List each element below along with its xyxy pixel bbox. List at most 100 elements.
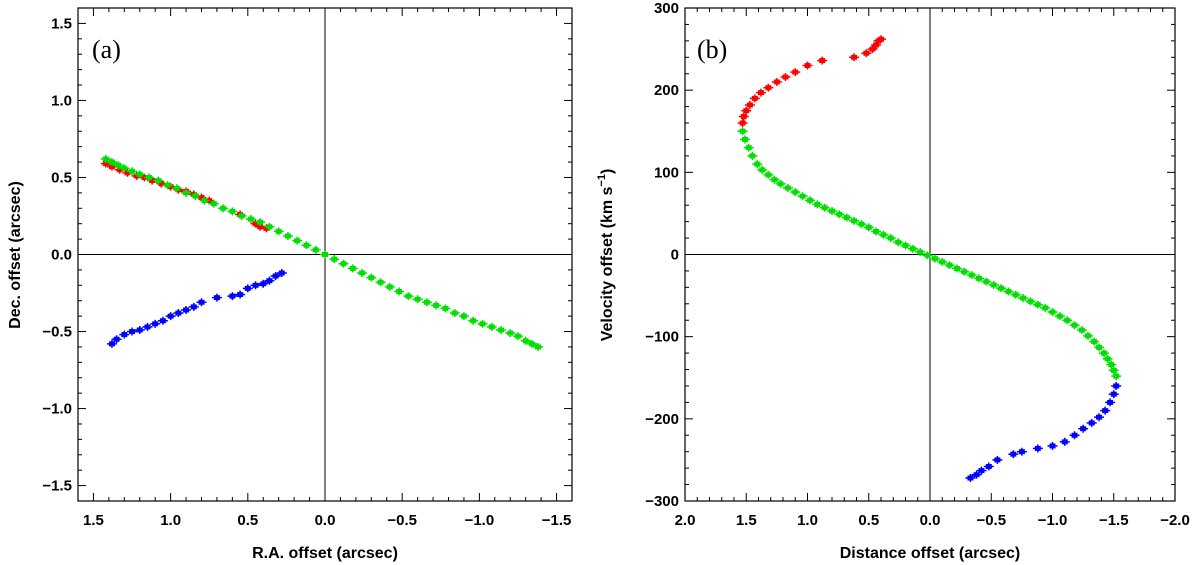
data-point-systemic [763, 170, 774, 179]
x-tick-label: 0.0 [315, 512, 336, 529]
data-point-blueshifted [971, 470, 982, 479]
data-point-blueshifted [270, 272, 281, 281]
data-point-systemic [966, 271, 977, 280]
data-point-redshifted [771, 77, 782, 86]
data-point-blueshifted [157, 316, 168, 325]
y-tick-label: −1.0 [42, 401, 72, 418]
data-point-systemic [1054, 312, 1065, 321]
data-point-systemic [421, 298, 432, 307]
data-point-blueshifted [1059, 437, 1070, 446]
x-tick-label: 1.5 [83, 512, 104, 529]
data-point-systemic [486, 322, 497, 331]
data-point-blueshifted [1108, 390, 1119, 399]
data-point-blueshifted [134, 325, 145, 334]
y-tick-label: −100 [645, 329, 679, 346]
x-tick-label: −1.5 [1099, 512, 1129, 529]
data-point-systemic [171, 184, 182, 193]
data-point-systemic [113, 161, 124, 170]
y-tick-label: 100 [654, 164, 679, 181]
y-tick-label: 0 [671, 247, 679, 264]
data-point-blueshifted [1105, 398, 1116, 407]
data-point-blueshifted [119, 330, 130, 339]
data-point-systemic [292, 236, 303, 245]
y-tick-label: −300 [645, 493, 679, 510]
data-point-systemic [273, 227, 284, 236]
panel-a-ylabel: Dec. offset (arcsec) [7, 181, 24, 329]
data-point-systemic [1102, 354, 1113, 363]
y-tick-label: −200 [645, 411, 679, 428]
data-point-blueshifted [992, 455, 1003, 464]
x-tick-label: −2.0 [1160, 512, 1190, 529]
data-point-systemic [804, 196, 815, 205]
data-point-systemic [245, 215, 256, 224]
data-point-systemic [1089, 337, 1100, 346]
data-point-blueshifted [173, 309, 184, 318]
data-point-systemic [403, 292, 414, 301]
data-point-systemic [996, 284, 1007, 293]
data-point-systemic [181, 188, 192, 197]
data-point-redshifted [861, 49, 872, 58]
data-point-systemic [863, 223, 874, 232]
data-point-blueshifted [106, 339, 117, 348]
data-point-blueshifted [1047, 441, 1058, 450]
x-tick-label: −1.0 [465, 512, 495, 529]
data-point-systemic [769, 175, 780, 184]
data-point-systemic [144, 173, 155, 182]
x-tick-label: −1.0 [1038, 512, 1068, 529]
data-point-systemic [357, 268, 368, 277]
data-point-systemic [959, 267, 970, 276]
data-point-blueshifted [188, 302, 199, 311]
x-tick-label: 2.0 [675, 512, 696, 529]
y-tick-label: 0.0 [51, 247, 72, 264]
data-point-blueshifted [983, 462, 994, 471]
data-point-blueshifted [1069, 431, 1080, 440]
data-point-systemic [236, 211, 247, 220]
data-point-systemic [1106, 360, 1117, 369]
data-point-blueshifted [276, 268, 287, 277]
data-point-systemic [412, 295, 423, 304]
data-point-systemic [320, 250, 330, 259]
data-point-systemic [264, 222, 275, 231]
data-point-systemic [740, 135, 751, 144]
panel-b-xlabel: Distance offset (arcsec) [840, 545, 1021, 562]
data-point-systemic [944, 261, 955, 270]
data-point-systemic [1111, 372, 1122, 381]
data-point-systemic [1083, 331, 1094, 340]
data-point-systemic [797, 192, 808, 201]
data-point-blueshifted [1100, 406, 1111, 415]
data-point-redshifted [738, 112, 749, 121]
data-point-systemic [440, 304, 451, 313]
data-point-systemic [505, 329, 516, 338]
data-point-systemic [929, 254, 940, 263]
data-point-blueshifted [1111, 381, 1122, 390]
data-point-systemic [134, 170, 145, 179]
data-point-blueshifted [976, 466, 987, 475]
data-point-systemic [827, 206, 837, 215]
data-point-redshifted [780, 73, 791, 82]
data-point-blueshifted [1094, 413, 1105, 422]
data-point-blueshifted [227, 292, 238, 301]
data-point-redshifted [849, 53, 860, 62]
data-point-systemic [338, 259, 349, 268]
data-point-systemic [856, 220, 867, 229]
y-tick-label: 200 [654, 82, 679, 99]
data-point-systemic [915, 248, 926, 257]
y-tick-label: −1.5 [42, 478, 72, 495]
data-point-systemic [127, 167, 138, 176]
data-point-systemic [366, 273, 377, 282]
data-point-systemic [431, 301, 442, 310]
data-point-blueshifted [181, 305, 192, 314]
data-point-systemic [907, 244, 918, 253]
panel-a-xlabel: R.A. offset (arcsec) [252, 545, 398, 562]
data-point-systemic [384, 282, 395, 291]
panel-b-ylabel-main: Velocity offset (km s [599, 186, 616, 341]
data-point-redshifted [744, 100, 755, 109]
data-point-systemic [1094, 343, 1105, 352]
data-point-redshifted [741, 106, 752, 115]
data-point-systemic [458, 312, 469, 321]
data-point-systemic [1010, 290, 1021, 299]
data-point-systemic [1040, 303, 1051, 312]
data-point-redshifted [755, 88, 766, 97]
data-point-systemic [190, 191, 201, 200]
